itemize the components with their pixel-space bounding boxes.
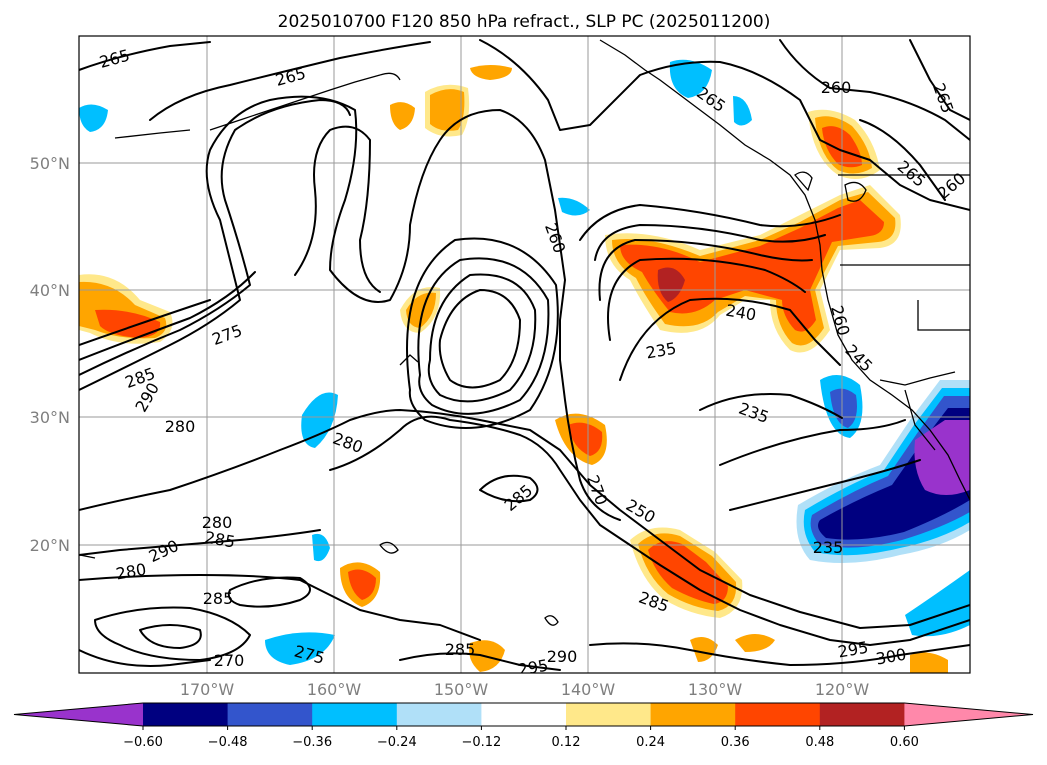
anomaly-positive [568,422,603,456]
anomaly-negative [733,96,752,126]
anomaly-negative [79,104,108,132]
contour-label: 280 [202,513,233,532]
map-frame [78,35,971,674]
anomaly-positive [690,636,718,662]
contour-label: 270 [214,651,245,670]
contour-label: 285 [203,589,234,608]
anomaly-positive [390,102,415,130]
contour-label: 285 [445,640,476,659]
graticule [79,36,970,673]
anomaly-negative [301,392,338,448]
contour-label: 280 [165,417,196,436]
colorbar-segment [481,703,567,726]
anomaly-negative [905,570,970,637]
contour-label: 295 [516,656,549,680]
lon-label: 160°W [307,680,362,699]
colorbar-segment [312,703,398,726]
colorbar-tick-label: −0.36 [292,735,332,750]
lat-label: 40°N [30,281,70,300]
colorbar-tick-label: −0.24 [377,735,417,750]
anomaly-positive [910,652,948,673]
anomaly-negative [669,59,712,98]
colorbar: −0.60 −0.48 −0.36 −0.24 −0.12 0.12 0.24 0.36 0.4… [13,702,1034,750]
lon-label: 130°W [688,680,743,699]
lat-label: 30°N [30,408,70,427]
colorbar-segment [396,703,482,726]
colorbar-tick-label: 0.48 [805,735,834,750]
anomaly-positive [430,89,465,131]
colorbar-tick-label: 0.36 [721,735,750,750]
anomaly-positive [470,65,512,80]
anomaly-negative [558,197,590,216]
anomaly-negative [830,388,857,428]
colorbar-segment [227,703,313,726]
colorbar-segment [735,703,821,726]
colorbar-extension-low [14,703,143,726]
map-title: 2025010700 F120 850 hPa refract., SLP PC… [278,12,771,32]
colorbar-segment [566,703,652,726]
slp-contours [79,39,970,671]
contour-label: 235 [813,538,844,557]
colorbar-segment [819,703,905,726]
lon-label: 170°W [180,680,235,699]
lon-label: 150°W [434,680,489,699]
colorbar-tick-label: 0.24 [636,735,665,750]
lat-label: 20°N [30,536,70,555]
coastlines [79,39,970,626]
map-plot-area: 265 265 265 265 260 260 260 265 275 285 … [79,36,970,680]
colorbar-segment [143,703,229,726]
anomaly-positive [735,634,775,652]
lat-label: 50°N [30,154,70,173]
lon-label: 140°W [561,680,616,699]
colorbar-tick-label: 0.12 [552,735,581,750]
longitude-axis: 170°W 160°W 150°W 140°W 130°W 120°W [180,680,870,699]
contour-label: 290 [547,647,578,666]
colorbar-extension-high [904,703,1033,726]
anomaly-positive [95,309,161,338]
anomaly-positive [648,541,728,604]
contour-label: 260 [821,78,852,97]
anomaly-positive [348,569,376,600]
anomaly-negative [914,420,970,495]
latitude-axis: 50°N 40°N 30°N 20°N [30,154,70,555]
colorbar-tick-label: 0.60 [890,735,919,750]
anomaly-negative [312,533,330,562]
anomaly-negative [265,632,335,665]
colorbar-segment [650,703,736,726]
shaded-field [79,59,970,673]
colorbar-tick-label: −0.12 [461,735,501,750]
colorbar-tick-label: −0.48 [208,735,248,750]
anomaly-positive [657,267,685,302]
lon-label: 120°W [815,680,870,699]
colorbar-tick-label: −0.60 [123,735,163,750]
